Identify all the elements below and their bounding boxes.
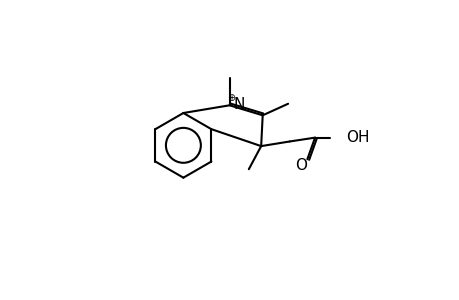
Text: N: N — [233, 97, 244, 112]
Text: ⊕: ⊕ — [227, 93, 235, 103]
Text: O: O — [295, 158, 307, 173]
Text: OH: OH — [345, 130, 369, 145]
